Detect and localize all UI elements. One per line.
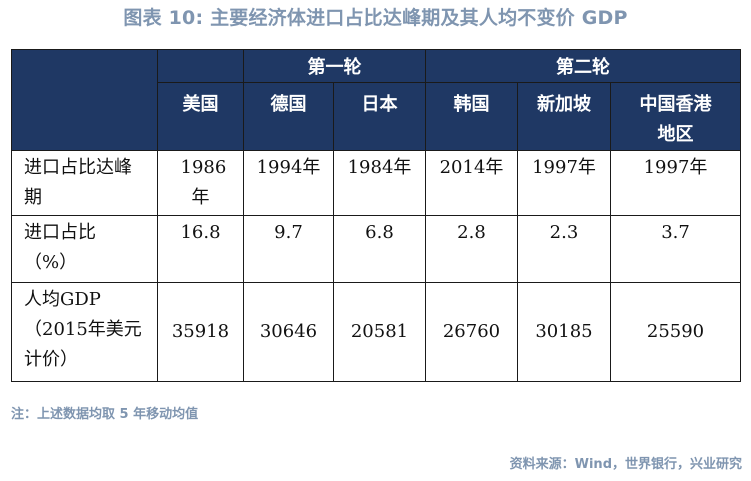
cell-share-germany-text: 9.7: [274, 222, 303, 243]
header-group-first-round: 第一轮: [243, 49, 426, 83]
cell-share-singapore-text: 2.3: [549, 222, 579, 243]
cell-peak-singapore: 1997年: [517, 150, 611, 216]
header-group-second-round: 第二轮: [424, 49, 742, 83]
cell-share-us-text: 16.8: [180, 222, 221, 243]
cell-peak-japan-text: 1984年: [347, 157, 412, 178]
header-group-row: 第一轮 第二轮: [11, 49, 742, 151]
cell-share-japan-text: 6.8: [365, 222, 394, 243]
cell-peak-singapore-text: 1997年: [532, 157, 596, 178]
header-country-singapore: 新加坡: [517, 82, 611, 151]
cell-peak-korea: 2014年: [425, 150, 518, 216]
cell-share-us: 16.8: [157, 215, 244, 283]
cell-share-hongkong: 3.7: [609, 215, 742, 283]
footnote: 注：上述数据均取 5 年移动均值: [11, 407, 199, 422]
header-country-us: 美国: [157, 82, 244, 151]
cell-share-hongkong-text: 3.7: [661, 222, 690, 243]
cell-peak-germany: 1994年: [243, 150, 334, 216]
cell-peak-hongkong: 1997年: [609, 150, 742, 216]
cell-gdp-japan: 20581: [333, 282, 426, 382]
row-label-gdp: 人均GDP（2015年美元计价）: [11, 282, 158, 382]
table-row-peak: 进口占比达峰期 1986年 1994年 1984年 2014年 1997年 19…: [11, 150, 742, 216]
figure-title: 图表 10: 主要经济体进口占比达峰期及其人均不变价 GDP: [123, 7, 628, 29]
cell-share-japan: 6.8: [333, 215, 426, 283]
row-label-peak-text: 进口占比达峰期: [24, 157, 132, 208]
cell-peak-us-text: 1986年: [180, 157, 227, 208]
cell-gdp-us: 35918: [157, 282, 244, 382]
cell-peak-us: 1986年: [157, 150, 244, 216]
row-label-share-text: 进口占比（%）: [24, 222, 96, 273]
cell-peak-hongkong-text: 1997年: [643, 157, 708, 178]
cell-share-germany: 9.7: [243, 215, 334, 283]
header-country-row: 美国 德国 日本 韩国 新加坡 中国香港地区: [12, 82, 742, 151]
cell-gdp-hongkong: 25590: [609, 282, 742, 382]
row-label-gdp-text: 人均GDP（2015年美元计价）: [24, 289, 142, 370]
header-country-japan: 日本: [333, 82, 426, 151]
cell-share-singapore: 2.3: [517, 215, 611, 283]
header-empty-us-cell: [157, 49, 244, 83]
cell-peak-korea-text: 2014年: [439, 157, 504, 178]
row-label-share: 进口占比（%）: [11, 215, 158, 283]
header-country-korea: 韩国: [425, 82, 518, 151]
data-table: 第一轮 第二轮 美国 德国 日本 韩国 新加坡 中国香港地区 进口占比达峰期 1…: [11, 49, 742, 382]
cell-share-korea-text: 2.8: [457, 222, 486, 243]
cell-gdp-singapore: 30185: [517, 282, 611, 382]
row-label-peak: 进口占比达峰期: [11, 150, 158, 216]
source-note: 资料来源：Wind，世界银行，兴业研究: [509, 457, 742, 472]
cell-gdp-germany: 30646: [243, 282, 334, 382]
cell-gdp-korea: 26760: [425, 282, 518, 382]
table-row-share: 进口占比（%） 16.8 9.7 6.8 2.8 2.3 3.7: [11, 215, 742, 283]
header-country-hongkong: 中国香港地区: [609, 82, 742, 151]
cell-share-korea: 2.8: [425, 215, 518, 283]
header-country-germany: 德国: [243, 82, 334, 151]
header-corner-cell: [11, 49, 158, 151]
table-row-gdp: 人均GDP（2015年美元计价） 35918 30646 20581 26760…: [11, 282, 742, 382]
cell-peak-japan: 1984年: [333, 150, 426, 216]
cell-peak-germany-text: 1994年: [256, 157, 321, 178]
